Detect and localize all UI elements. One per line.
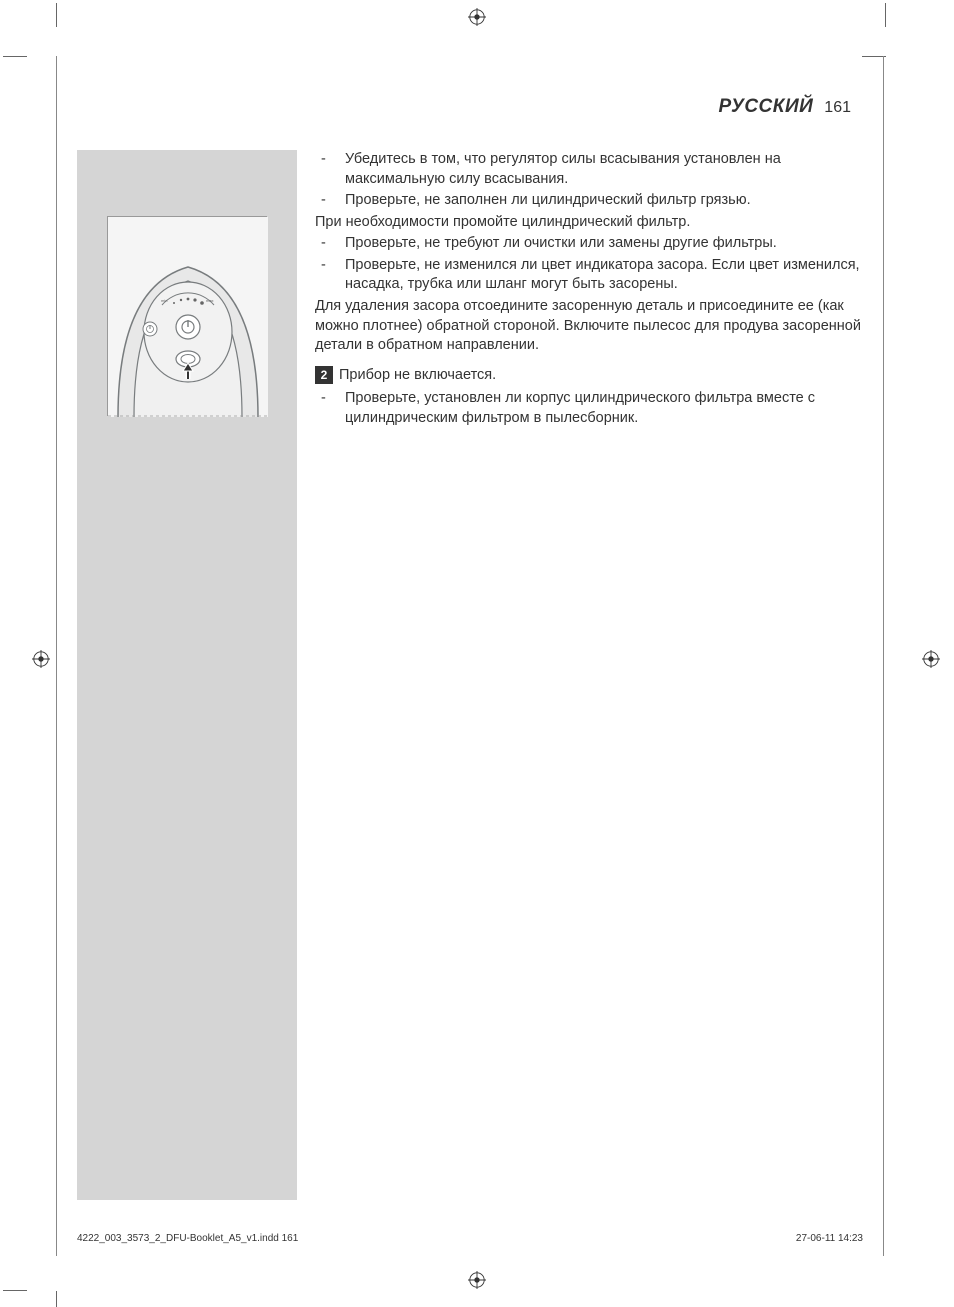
- footer-filename: 4222_003_3573_2_DFU-Booklet_A5_v1.indd 1…: [77, 1233, 298, 1244]
- svg-text:min: min: [161, 298, 167, 303]
- crop-mark: [56, 3, 57, 27]
- paragraph: При необходимости промойте цилиндрически…: [315, 213, 863, 233]
- crop-mark: [885, 3, 886, 27]
- bullet-text: Проверьте, не требуют ли очистки или зам…: [345, 234, 863, 254]
- bullet-item: - Убедитесь в том, что регулятор силы вс…: [315, 150, 863, 189]
- bullet-text: Проверьте, не изменился ли цвет индикато…: [345, 256, 863, 295]
- language-label: РУССКИЙ: [719, 96, 814, 117]
- bullet-text: Проверьте, установлен ли корпус цилиндри…: [345, 389, 863, 428]
- svg-text:max: max: [206, 298, 214, 303]
- bullet-item: - Проверьте, не изменился ли цвет индика…: [315, 256, 863, 295]
- bullet-marker: -: [315, 150, 345, 189]
- bullet-item: - Проверьте, не заполнен ли цилиндрическ…: [315, 191, 863, 211]
- crop-mark: [56, 1291, 57, 1307]
- bullet-marker: -: [315, 256, 345, 295]
- registration-mark-icon: [922, 650, 940, 668]
- crop-mark: [3, 1290, 27, 1291]
- bullet-marker: -: [315, 389, 345, 428]
- paragraph: Для удаления засора отсоедините засоренн…: [315, 297, 863, 356]
- content-area: min max: [77, 150, 863, 1200]
- bullet-item: - Проверьте, не требуют ли очистки или з…: [315, 234, 863, 254]
- bullet-marker: -: [315, 191, 345, 211]
- page-header: РУССКИЙ 161: [77, 96, 863, 118]
- footer-timestamp: 27-06-11 14:23: [796, 1233, 863, 1244]
- registration-mark-icon: [32, 650, 50, 668]
- page-footer: 4222_003_3573_2_DFU-Booklet_A5_v1.indd 1…: [77, 1233, 863, 1244]
- page-content: РУССКИЙ 161 min max: [56, 56, 884, 1256]
- step-title: Прибор не включается.: [339, 366, 496, 386]
- bullet-text: Убедитесь в том, что регулятор силы всас…: [345, 150, 863, 189]
- image-sidebar: min max: [77, 150, 297, 1200]
- bullet-text: Проверьте, не заполнен ли цилиндрический…: [345, 191, 863, 211]
- step-number-badge: 2: [315, 366, 333, 384]
- registration-mark-icon: [468, 1271, 486, 1289]
- device-illustration: min max: [107, 216, 267, 416]
- step-heading: 2 Прибор не включается.: [315, 366, 863, 386]
- crop-mark: [3, 56, 27, 57]
- text-column: - Убедитесь в том, что регулятор силы вс…: [315, 150, 863, 1200]
- page-number: 161: [824, 99, 851, 116]
- registration-mark-icon: [468, 8, 486, 26]
- bullet-marker: -: [315, 234, 345, 254]
- bullet-item: - Проверьте, установлен ли корпус цилинд…: [315, 389, 863, 428]
